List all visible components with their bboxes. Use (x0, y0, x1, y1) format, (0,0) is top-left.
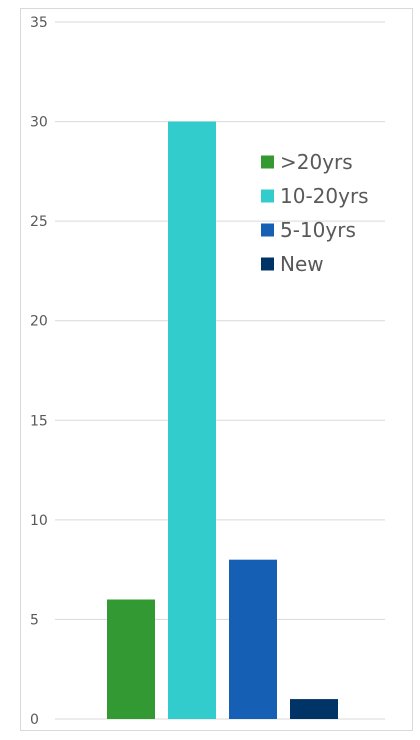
legend: >20yrs 10-20yrs 5-10yrs New (261, 150, 369, 276)
legend-label: 5-10yrs (280, 218, 356, 242)
chart-frame (20, 8, 413, 731)
bar-new (290, 699, 338, 719)
gridlines (55, 21, 385, 720)
bars (107, 121, 338, 720)
legend-label: >20yrs (280, 150, 353, 174)
legend-label: New (280, 252, 324, 276)
bar-20yrs (107, 599, 155, 719)
y-tick-label: 10 (30, 513, 48, 529)
bar-5-10yrs (229, 559, 277, 719)
legend-swatch (261, 189, 274, 203)
y-tick-label: 30 (30, 115, 48, 131)
legend-swatch (261, 155, 274, 169)
y-tick-label: 0 (30, 712, 39, 728)
bar-10-20yrs (168, 121, 216, 720)
y-tick-label: 20 (30, 314, 48, 330)
y-tick-label: 15 (30, 413, 48, 429)
legend-swatch (261, 257, 274, 271)
y-axis-ticks: 0 5 10 15 20 25 30 35 (30, 15, 48, 728)
y-tick-label: 35 (30, 15, 48, 31)
legend-swatch (261, 223, 274, 237)
y-tick-label: 5 (30, 612, 39, 628)
legend-label: 10-20yrs (280, 184, 369, 208)
y-tick-label: 25 (30, 214, 48, 230)
